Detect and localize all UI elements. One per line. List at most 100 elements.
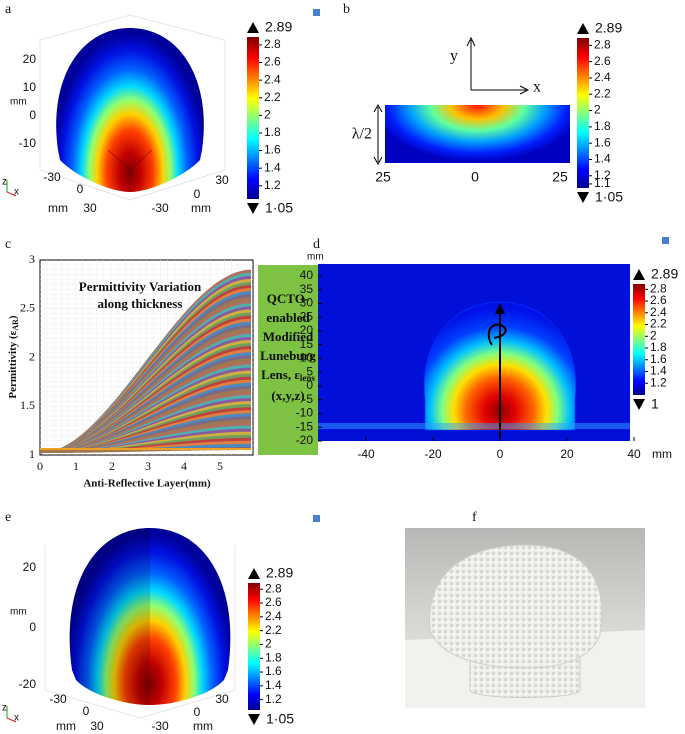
colorbar — [577, 38, 589, 188]
axis-unit: mm — [10, 607, 27, 618]
panel-a — [39, 9, 320, 201]
y-label-end: ) — [7, 315, 19, 319]
y-tick-label: 15 — [300, 337, 314, 351]
lens-box — [258, 265, 318, 455]
colorbar-max: 2.89 — [651, 266, 678, 282]
y-tick-label: -10 — [296, 406, 314, 420]
colorbar-tick-label: 2 — [594, 103, 601, 117]
x-tick-label: 1 — [73, 459, 79, 473]
y-tick-label: 0 — [194, 187, 201, 201]
axis-unit: mm — [307, 252, 324, 263]
arrowhead — [495, 303, 505, 314]
lens-box-text: Lens, εlens — [261, 367, 315, 383]
panel-e — [44, 515, 320, 719]
x-tick-label: 4 — [181, 459, 187, 473]
colorbar-tick-label: 2.4 — [650, 305, 667, 319]
icon — [662, 237, 669, 244]
y-tick-label: 30 — [300, 296, 314, 310]
triangle-up — [577, 23, 589, 34]
y-tick-label: 30 — [215, 692, 229, 706]
y-tick-label: -20 — [296, 433, 314, 447]
colorbar-min: 1·05 — [265, 200, 293, 216]
x-tick-label: -30 — [43, 170, 61, 184]
x-tick-label: 30 — [83, 201, 97, 215]
triad-x — [6, 717, 17, 723]
panel-label: c — [5, 237, 11, 252]
colorbar-tick-label: 1.8 — [650, 340, 667, 354]
panel-label: a — [5, 2, 12, 17]
z-tick-label: 0 — [29, 620, 36, 634]
y-tick-label: 20 — [300, 323, 314, 337]
colorbar-tick-label: 2.8 — [650, 281, 667, 295]
y-tick-label: -30 — [151, 201, 169, 215]
lens-box-text: (x,y,z) — [271, 388, 304, 403]
icon — [313, 515, 320, 522]
colorbar-tick-label: 1.8 — [264, 125, 281, 139]
colorbar-tick-label: 1.4 — [265, 678, 282, 692]
y-tick-label: 1.5 — [20, 398, 35, 412]
colorbar-tick-label: 2 — [264, 108, 271, 122]
z-tick-label: -20 — [19, 677, 37, 691]
y-tick-label: 25 — [300, 309, 314, 323]
lens-sub: lens — [300, 373, 316, 383]
colorbar-tick-label: 1.2 — [594, 168, 611, 182]
colorbar-tick-label: 2.6 — [650, 293, 667, 307]
x-tick-label: 0 — [497, 447, 504, 461]
x-tick-label: 0 — [37, 459, 43, 473]
colorbar-tick-label: 2.2 — [265, 623, 282, 637]
colorbar-tick-label: 1.4 — [594, 152, 611, 166]
panel-b — [373, 36, 570, 166]
x-tick-label: 0 — [471, 169, 479, 185]
triad-x — [6, 191, 17, 197]
y-tick-label: 2.5 — [20, 301, 35, 315]
colorbar — [633, 284, 645, 395]
y-label-text: Permittivity (ε — [7, 330, 19, 398]
axis-unit: mm — [10, 97, 27, 108]
x-tick-label: 2 — [109, 459, 115, 473]
x-tick-label: -20 — [424, 447, 442, 461]
x-tick-label: 5 — [217, 459, 223, 473]
triangle-up — [248, 568, 260, 579]
x-tick-label: 40 — [627, 447, 641, 461]
x-tick-label: 30 — [90, 719, 104, 733]
colorbar-tick-label: 1.6 — [265, 664, 282, 678]
lens-box-text: enabled — [266, 310, 310, 325]
y-tick-label: 1 — [29, 447, 35, 461]
lens-field — [56, 28, 204, 192]
y-tick-label: -15 — [296, 419, 314, 433]
lens-field — [69, 528, 231, 705]
panel-label: d — [313, 237, 320, 252]
axis-unit: mm — [191, 201, 211, 215]
z-tick-label: 20 — [23, 560, 37, 574]
annotation: along thickness — [98, 296, 183, 311]
y-tick-label: 0 — [194, 705, 201, 719]
lens-box-text: Modified — [263, 329, 314, 344]
axis-unit: mm — [652, 447, 672, 461]
z-tick-label: -10 — [19, 136, 37, 150]
arrowhead — [519, 85, 530, 95]
y-label-sub: AR — [11, 319, 20, 331]
colorbar-tick-label: 2.8 — [594, 38, 611, 52]
x-tick-label: 0 — [83, 704, 90, 718]
colorbar-tick-label: 2.8 — [264, 37, 281, 51]
triangle-down — [247, 203, 259, 214]
rotation-arrow — [487, 323, 507, 346]
colorbar — [248, 583, 260, 710]
colorbar-tick-label: 2.2 — [264, 90, 281, 104]
shaded-half — [69, 528, 150, 705]
colorbar-tick-label: 1.8 — [265, 650, 282, 664]
colorbar-tick-label: 2.8 — [265, 581, 282, 595]
x-tick-label: -40 — [357, 447, 375, 461]
triad-label: x — [14, 187, 19, 198]
cut-edge — [107, 149, 153, 192]
z-tick-label: 20 — [23, 52, 37, 66]
base-layer — [318, 423, 630, 429]
colorbar-tick-label: 1.6 — [650, 352, 667, 366]
z-tick-label: 10 — [23, 80, 37, 94]
triangle-up — [247, 22, 259, 33]
axis-label: x — [533, 79, 541, 96]
y-tick-label: 5 — [306, 364, 313, 378]
y-axis-label: Permittivity (εAR) — [7, 315, 20, 398]
